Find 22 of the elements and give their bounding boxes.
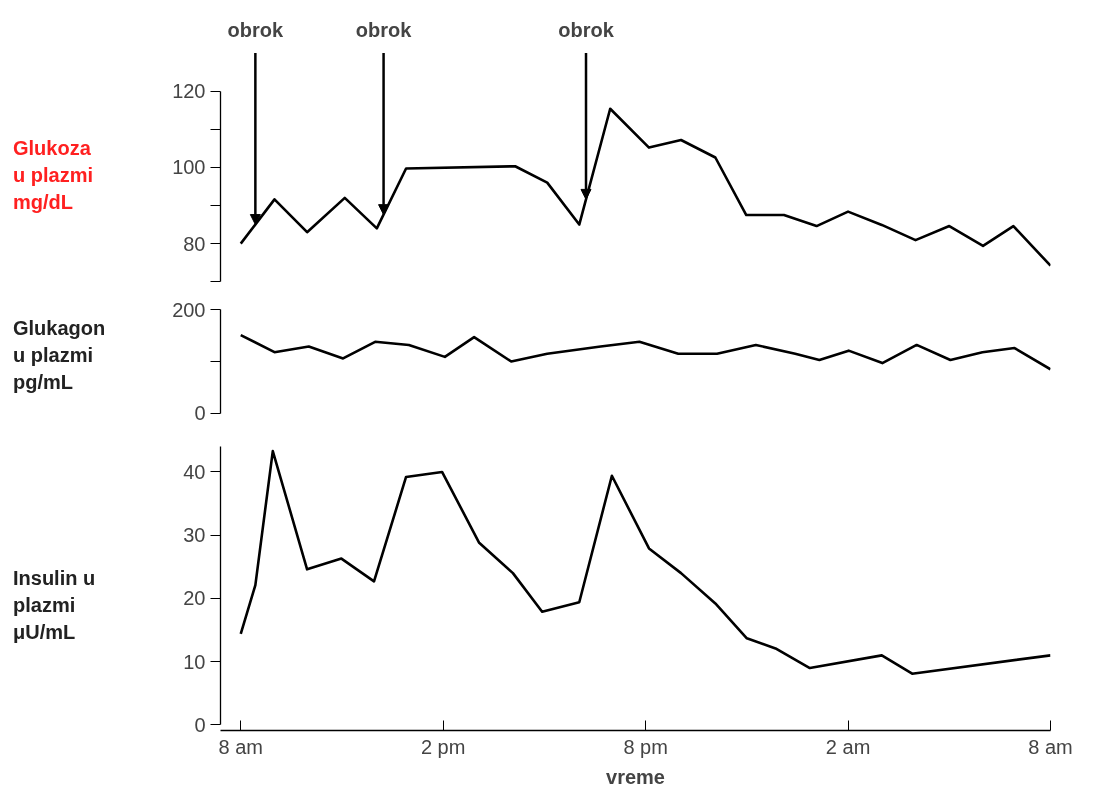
y-tick-label: 100 <box>172 156 206 179</box>
x-axis-title: vreme <box>606 765 665 788</box>
y-axis-title: Glukagon u plazmi pg/mL <box>13 316 106 395</box>
y-tick-label: 20 <box>183 587 206 610</box>
x-tick-label: 8 am <box>1028 735 1073 758</box>
y-tick-label: 80 <box>183 232 206 255</box>
y-tick-label: 120 <box>172 80 206 103</box>
annotation: obrok <box>227 19 285 42</box>
x-tick-label: 2 am <box>825 735 871 758</box>
y-tick-label: 40 <box>183 460 206 483</box>
x-tick-label: 8 am <box>218 735 263 758</box>
annotation: obrok <box>558 19 615 42</box>
y-tick-label: 0 <box>194 402 206 425</box>
y-tick-label: 10 <box>183 650 206 673</box>
x-tick-label: 8 pm <box>623 735 668 758</box>
y-axis-title: Insulin u plazmi μU/mL <box>13 566 96 645</box>
y-axis-title: Glukoza u plazmi mg/dL <box>13 136 94 215</box>
x-tick-label: 2 pm <box>420 735 466 758</box>
annotation: obrok <box>355 19 413 42</box>
y-tick-label: 30 <box>183 524 206 547</box>
y-tick-label: 0 <box>194 713 206 736</box>
y-tick-label: 200 <box>172 298 206 321</box>
